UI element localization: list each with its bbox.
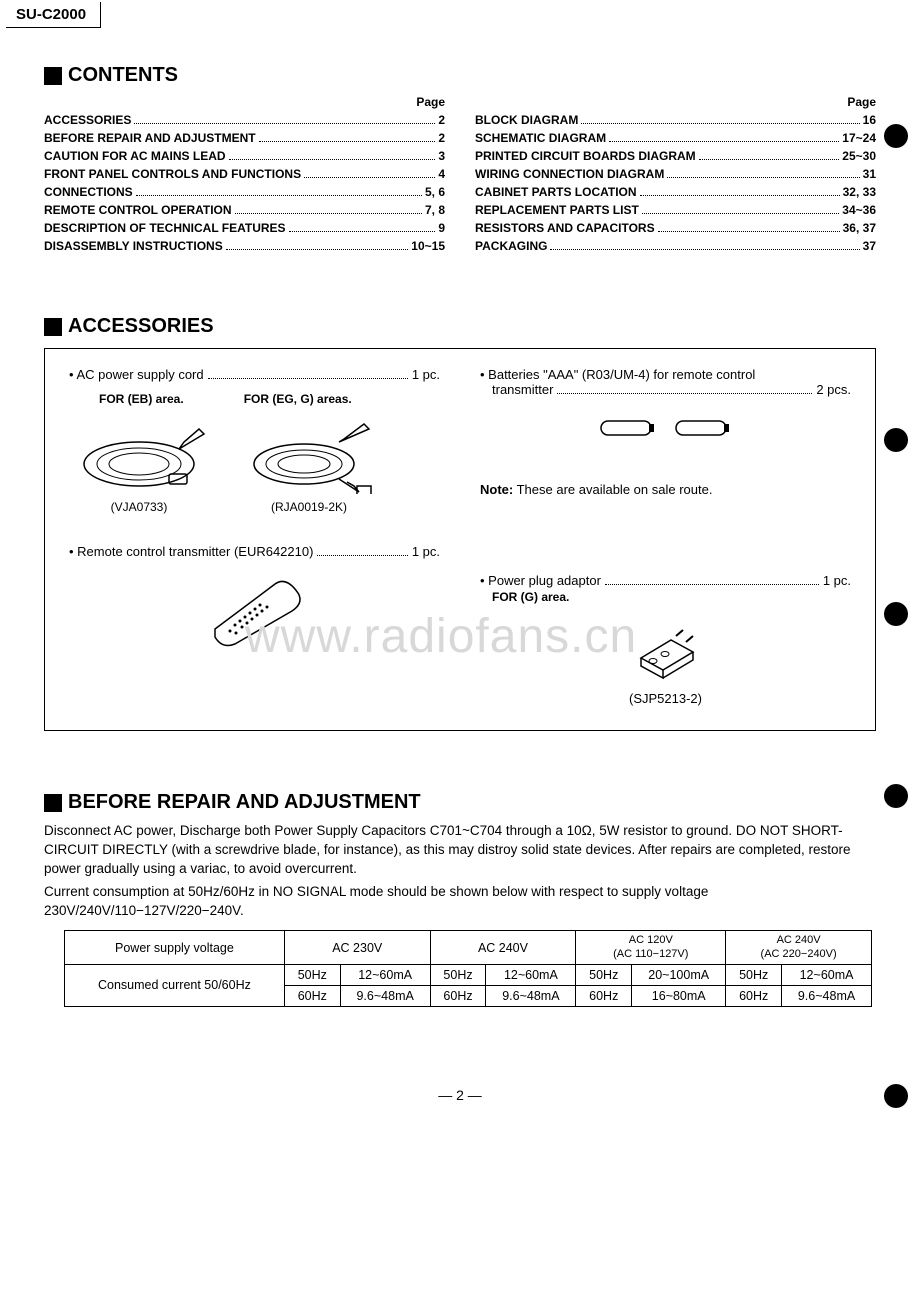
contents-heading: CONTENTS	[44, 64, 876, 87]
table-header: AC 240V	[430, 931, 576, 964]
table-cell: 16~80mA	[632, 985, 726, 1006]
part-number: (SJP5213-2)	[480, 691, 851, 706]
area-label: FOR (EG, G) areas.	[244, 392, 352, 406]
toc-row: REMOTE CONTROL OPERATION7, 8	[44, 201, 445, 219]
accessory-line: • AC power supply cord 1 pc.	[69, 367, 440, 382]
repair-heading: BEFORE REPAIR AND ADJUSTMENT	[44, 791, 876, 814]
toc-row: CONNECTIONS5, 6	[44, 183, 445, 201]
punch-hole	[884, 1084, 908, 1108]
toc-row: BEFORE REPAIR AND ADJUSTMENT2	[44, 129, 445, 147]
punch-hole	[884, 602, 908, 626]
table-header: Power supply voltage	[65, 931, 285, 964]
plug-adapter-icon: (SJP5213-2)	[480, 618, 851, 706]
toc-row: REPLACEMENT PARTS LIST34~36	[475, 201, 876, 219]
page-label: Page	[44, 95, 445, 109]
toc-row: SCHEMATIC DIAGRAM17~24	[475, 129, 876, 147]
table-cell: 9.6~48mA	[340, 985, 430, 1006]
toc-right-column: Page BLOCK DIAGRAM16 SCHEMATIC DIAGRAM17…	[475, 95, 876, 255]
table-cell: 50Hz	[284, 964, 340, 985]
power-cord-icon: (RJA0019-2K)	[239, 414, 379, 514]
table-header: AC 230V	[284, 931, 430, 964]
repair-paragraph: Current consumption at 50Hz/60Hz in NO S…	[44, 883, 876, 921]
table-cell: 50Hz	[430, 964, 486, 985]
toc-row: PACKAGING37	[475, 237, 876, 255]
battery-icon	[480, 413, 851, 446]
power-cord-icon: (VJA0733)	[69, 414, 209, 514]
table-cell: 60Hz	[430, 985, 486, 1006]
toc-row: DISASSEMBLY INSTRUCTIONS10~15	[44, 237, 445, 255]
table-cell: 9.6~48mA	[486, 985, 576, 1006]
table-row-label: Consumed current 50/60Hz	[65, 964, 285, 1006]
area-label: FOR (G) area.	[492, 590, 851, 604]
repair-title: BEFORE REPAIR AND ADJUSTMENT	[68, 791, 421, 814]
square-marker-icon	[44, 318, 62, 336]
part-number: (RJA0019-2K)	[271, 500, 347, 514]
table-cell: 12~60mA	[340, 964, 430, 985]
punch-hole	[884, 124, 908, 148]
table-cell: 9.6~48mA	[782, 985, 872, 1006]
toc-row: ACCESSORIES2	[44, 111, 445, 129]
toc-row: RESISTORS AND CAPACITORS36, 37	[475, 219, 876, 237]
accessory-line: • Remote control transmitter (EUR642210)…	[69, 544, 440, 559]
table-cell: 12~60mA	[782, 964, 872, 985]
table-cell: 60Hz	[576, 985, 632, 1006]
table-cell: 20~100mA	[632, 964, 726, 985]
table-header: AC 120V(AC 110−127V)	[576, 931, 726, 964]
accessory-line: • Batteries "AAA" (R03/UM-4) for remote …	[480, 367, 851, 382]
toc-row: PRINTED CIRCUIT BOARDS DIAGRAM25~30	[475, 147, 876, 165]
table-cell: 60Hz	[726, 985, 782, 1006]
remote-control-icon	[69, 569, 440, 652]
page-number: — 2 —	[0, 1087, 920, 1103]
accessories-heading: ACCESSORIES	[44, 315, 876, 338]
accessory-line: • Power plug adaptor 1 pc.	[480, 573, 851, 588]
page-label: Page	[475, 95, 876, 109]
accessories-box: www.radiofans.cn • AC power supply cord …	[44, 348, 876, 731]
toc-row: FRONT PANEL CONTROLS AND FUNCTIONS4	[44, 165, 445, 183]
punch-hole	[884, 428, 908, 452]
toc-row: WIRING CONNECTION DIAGRAM31	[475, 165, 876, 183]
table-header: AC 240V(AC 220−240V)	[726, 931, 872, 964]
toc-left-column: Page ACCESSORIES2 BEFORE REPAIR AND ADJU…	[44, 95, 445, 255]
table-cell: 50Hz	[726, 964, 782, 985]
accessories-title: ACCESSORIES	[68, 315, 214, 338]
power-consumption-table: Power supply voltage AC 230V AC 240V AC …	[64, 930, 872, 1006]
toc-row: BLOCK DIAGRAM16	[475, 111, 876, 129]
square-marker-icon	[44, 67, 62, 85]
contents-title: CONTENTS	[68, 64, 178, 87]
table-cell: 12~60mA	[486, 964, 576, 985]
part-number: (VJA0733)	[111, 500, 168, 514]
repair-paragraph: Disconnect AC power, Discharge both Powe…	[44, 822, 876, 879]
toc-row: CABINET PARTS LOCATION32, 33	[475, 183, 876, 201]
table-cell: 50Hz	[576, 964, 632, 985]
note-text: Note: These are available on sale route.	[480, 482, 851, 497]
square-marker-icon	[44, 794, 62, 812]
toc-row: CAUTION FOR AC MAINS LEAD3	[44, 147, 445, 165]
area-label: FOR (EB) area.	[99, 392, 184, 406]
toc-row: DESCRIPTION OF TECHNICAL FEATURES9	[44, 219, 445, 237]
accessory-line: transmitter 2 pcs.	[480, 382, 851, 397]
model-number: SU-C2000	[6, 2, 101, 28]
punch-hole	[884, 784, 908, 808]
table-cell: 60Hz	[284, 985, 340, 1006]
